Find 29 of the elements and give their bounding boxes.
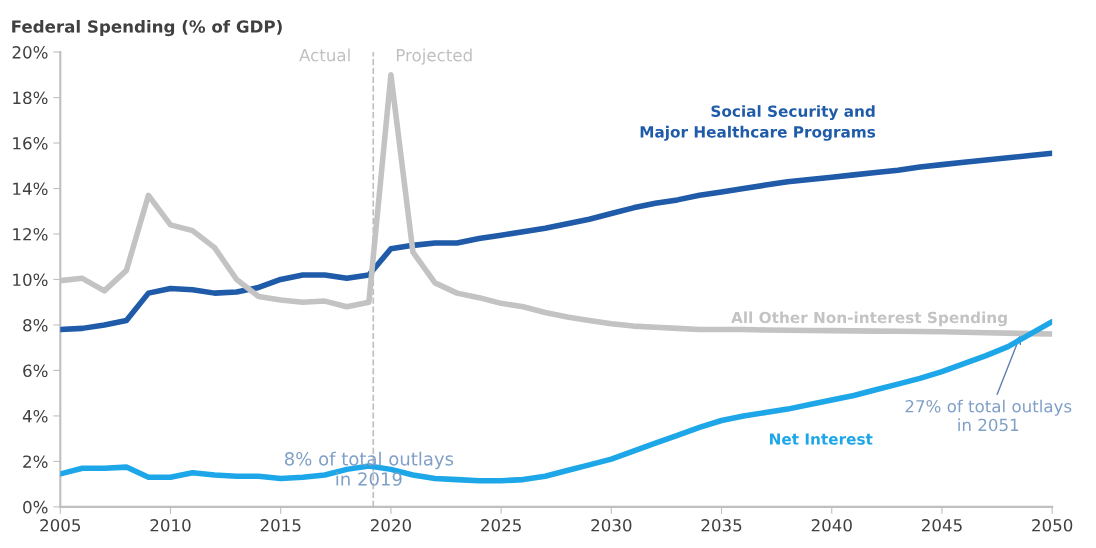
x-tick-label: 2035 xyxy=(701,519,742,532)
y-tick-label: 8% xyxy=(23,318,48,332)
x-tick-label: 2005 xyxy=(40,519,81,532)
y-tick-label: 14% xyxy=(13,182,48,196)
annotation: 27% of total outlays in 2051 xyxy=(905,399,1072,432)
series-label: All Other Non-interest Spending xyxy=(731,311,1007,327)
y-tick-label: 20% xyxy=(12,46,48,59)
x-tick-label: 2015 xyxy=(260,519,301,532)
text: Social Security and Major Healthcare Programs xyxy=(640,105,876,141)
annotation: Projected xyxy=(396,48,472,65)
y-tick-label: 2% xyxy=(23,455,48,468)
y-tick-label: 0% xyxy=(23,500,48,514)
y-tick-label: 4% xyxy=(22,409,48,423)
x-tick-label: 2050 xyxy=(1032,519,1073,532)
y-tick-label: 10% xyxy=(13,273,48,287)
x-tick-label: 2040 xyxy=(811,519,852,532)
x-tick-label: 2030 xyxy=(591,519,632,532)
annotation: 8% of total outlays in 2019 xyxy=(284,451,454,486)
x-tick-label: 2025 xyxy=(481,519,521,532)
y-tick-label: 6% xyxy=(23,364,48,378)
y-tick-label: 16% xyxy=(13,136,48,150)
y-tick-label: 18% xyxy=(13,91,48,105)
series-label: Net Interest xyxy=(769,433,873,445)
x-tick-label: 2020 xyxy=(370,519,412,532)
chart-title: Federal Spending (% of GDP) xyxy=(12,19,282,37)
y-tick-label: 12% xyxy=(13,227,48,241)
x-tick-label: 2010 xyxy=(150,519,191,532)
x-tick-label: 2045 xyxy=(921,519,962,532)
annotation: Actual xyxy=(299,48,350,62)
